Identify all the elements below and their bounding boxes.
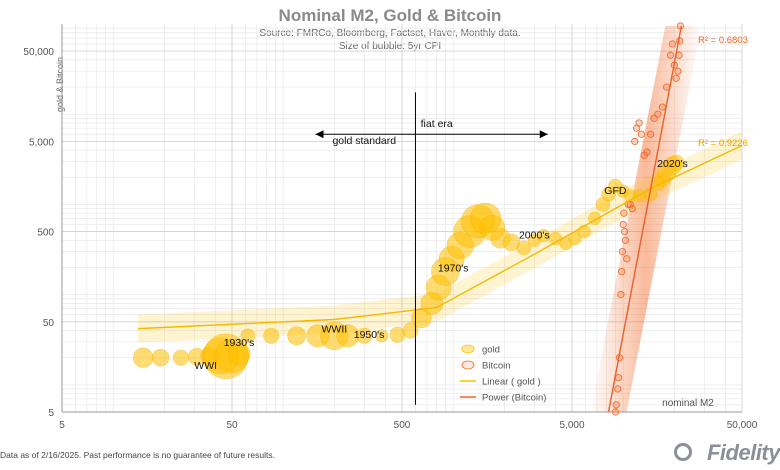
x-tick-label: 5 [59, 420, 65, 431]
bitcoin-bubble [647, 130, 655, 138]
bitcoin-bubble [635, 119, 643, 127]
annotation-label: GFD [604, 185, 627, 197]
annotation-label: WWI [194, 360, 217, 372]
gold-bubble [633, 189, 647, 203]
bitcoin-bubble [617, 291, 625, 299]
annotation-label: 1970's [438, 263, 469, 275]
gold-bubble [172, 349, 189, 366]
brand-logo: Fidelity [706, 440, 780, 465]
bitcoin-bubble [618, 268, 626, 276]
gold-bubble [263, 327, 280, 344]
footnote: Data as of 2/16/2025. Past performance i… [0, 450, 275, 460]
y-tick-label: 50 [43, 318, 55, 329]
y-tick-label: 5 [48, 408, 54, 419]
gold-bubble [227, 342, 251, 366]
gold-bubble [133, 347, 154, 368]
annotation-label: fiat era [421, 118, 453, 130]
x-axis-label: nominal M2 [662, 398, 714, 409]
bitcoin-bubble [631, 137, 639, 145]
annotation-label: gold standard [332, 135, 396, 147]
legend-entry-label: Power (Bitcoin) [482, 393, 546, 404]
bitcoin-bubble [620, 209, 628, 217]
annotation-label: 2020's [657, 158, 688, 170]
gold-bubble [287, 326, 307, 346]
x-tick-label: 500 [394, 420, 411, 431]
bitcoin-bubble [668, 40, 677, 48]
bitcoin-trend-glow [590, 26, 702, 412]
bitcoin-bubble [612, 401, 620, 409]
annotation-label: 1950's [354, 329, 385, 341]
legend-bitcoin-marker [461, 360, 475, 370]
legend-gold-marker [461, 344, 475, 354]
chart-subtitle-bubble: Size of bubble: 5yr CPI [338, 41, 442, 52]
bitcoin-bubble [672, 74, 680, 82]
bitcoin-bubble [623, 255, 631, 263]
annotation-label: WWII [322, 324, 348, 336]
bitcoin-bubble [621, 227, 629, 236]
plot-area: 5 50 500 5,000 50,000 5 50 500 5,000 50,000 R² = 0… [23, 22, 758, 431]
bitcoin-bubble [637, 130, 646, 138]
chart-title: Nominal M2, Gold & Bitcoin [278, 6, 502, 25]
bitcoin-bubble [611, 408, 619, 416]
y-tick-label: 50,000 [23, 47, 54, 58]
bitcoin-bubble [658, 103, 666, 111]
legend-entry-label: Bitcoin [482, 361, 511, 372]
legend-entry-label: gold [482, 345, 500, 356]
gold-bubble [240, 328, 256, 344]
x-tick-label: 50,000 [727, 420, 758, 431]
gold-bubble [516, 240, 532, 256]
bitcoin-bubble [618, 247, 627, 256]
gold-bubble [577, 224, 591, 239]
gold-bubble [356, 327, 373, 344]
bitcoin-bubble [619, 220, 627, 229]
annotation-label: 1930's [224, 337, 255, 349]
gold-bubble [151, 348, 170, 367]
y-tick-label: 5,000 [29, 137, 54, 148]
bitcoin-power-trendline [607, 25, 683, 413]
legend-entry-label: Linear ( gold ) [482, 377, 541, 388]
bitcoin-bubble [666, 51, 675, 59]
y-tick-label: 500 [37, 228, 54, 239]
annotation-label: 2000's [519, 229, 550, 241]
gold-r2-label: R² = 0.9226 [698, 138, 748, 149]
gold-linear-trendline [137, 144, 743, 330]
bitcoin-bubble [615, 374, 623, 382]
chart-subtitle-source: Source: FMRCo, Bloomberg, Factset, Haver… [259, 28, 521, 39]
x-tick-label: 50 [226, 420, 238, 431]
gold-bubble [375, 329, 389, 343]
bitcoin-bubble [626, 200, 634, 209]
era-arrow-left-head [315, 130, 324, 139]
gold-bubble [668, 154, 685, 171]
bitcoin-bubble [643, 148, 651, 156]
bitcoin-bubble [628, 204, 636, 213]
gold-bubble [402, 322, 419, 339]
bitcoin-bubble [654, 110, 662, 118]
era-arrow-right-head [539, 130, 548, 139]
bitcoin-bubble [614, 385, 622, 393]
bitcoin-bubble [621, 236, 629, 244]
bitcoin-bubble [674, 67, 682, 75]
fidelity-logo-icon [674, 443, 692, 461]
x-tick-label: 5,000 [559, 420, 584, 431]
bitcoin-r2-label: R² = 0.6803 [698, 35, 748, 46]
